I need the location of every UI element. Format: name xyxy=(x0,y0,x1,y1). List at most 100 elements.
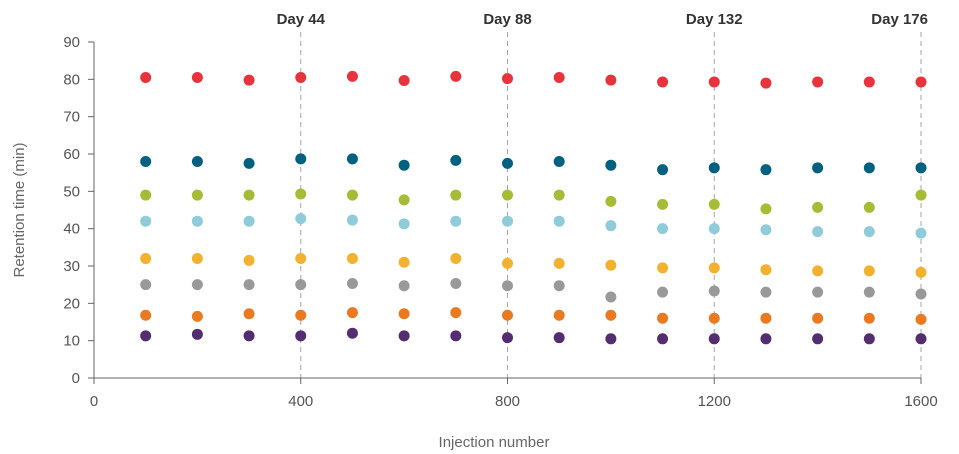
data-point-series-6 xyxy=(398,280,410,292)
y-tick-label: 60 xyxy=(63,146,80,163)
data-point-series-1 xyxy=(605,74,617,86)
data-point-series-8 xyxy=(295,330,307,342)
data-point-series-2 xyxy=(708,162,720,174)
data-point-series-4 xyxy=(812,226,824,238)
data-point-series-3 xyxy=(450,189,462,201)
data-point-series-4 xyxy=(346,214,358,226)
x-tick-label: 800 xyxy=(495,393,520,410)
data-point-series-5 xyxy=(812,265,824,277)
data-point-series-5 xyxy=(760,264,772,276)
data-point-series-3 xyxy=(191,189,203,201)
data-points-layer xyxy=(140,70,927,345)
data-point-series-8 xyxy=(243,330,255,342)
y-tick-label: 40 xyxy=(63,221,80,238)
y-tick-label: 80 xyxy=(63,71,80,88)
data-point-series-6 xyxy=(191,279,203,291)
data-point-series-6 xyxy=(295,279,307,291)
data-point-series-4 xyxy=(863,226,875,238)
data-point-series-6 xyxy=(708,285,720,297)
data-point-series-7 xyxy=(398,308,410,320)
data-point-series-1 xyxy=(450,70,462,82)
data-point-series-2 xyxy=(450,154,462,166)
data-point-series-4 xyxy=(915,227,927,239)
data-point-series-5 xyxy=(553,257,565,269)
x-tick-label: 1200 xyxy=(698,393,731,410)
data-point-series-5 xyxy=(346,253,358,265)
data-point-series-4 xyxy=(760,224,772,236)
data-point-series-6 xyxy=(760,286,772,298)
data-point-series-6 xyxy=(657,286,669,298)
data-point-series-7 xyxy=(915,313,927,325)
data-point-series-2 xyxy=(502,157,513,169)
data-point-series-5 xyxy=(398,256,410,268)
day-marker-label: Day 88 xyxy=(483,11,531,28)
data-point-series-7 xyxy=(502,309,513,321)
data-point-series-1 xyxy=(708,76,720,88)
data-point-series-3 xyxy=(605,195,617,207)
data-point-series-3 xyxy=(760,203,772,215)
data-point-series-6 xyxy=(346,278,358,290)
data-point-series-7 xyxy=(346,307,358,319)
data-point-series-1 xyxy=(346,70,358,82)
data-point-series-6 xyxy=(502,280,513,292)
data-point-series-6 xyxy=(915,288,927,300)
data-point-series-1 xyxy=(243,74,255,86)
x-axis-title: Injection number xyxy=(439,434,550,451)
data-point-series-8 xyxy=(553,332,565,344)
data-point-series-5 xyxy=(295,253,307,265)
data-point-series-1 xyxy=(502,73,513,85)
data-point-series-6 xyxy=(243,279,255,291)
data-point-series-7 xyxy=(657,312,669,324)
data-point-series-2 xyxy=(657,164,669,176)
day-marker-layer: Day 44 Day 88 Day 132 Day 176 xyxy=(277,11,928,378)
data-point-series-8 xyxy=(812,333,824,345)
data-point-series-2 xyxy=(346,153,358,165)
data-point-series-5 xyxy=(605,259,617,271)
data-point-series-3 xyxy=(553,189,565,201)
data-point-series-4 xyxy=(553,215,565,227)
data-point-series-6 xyxy=(812,286,824,298)
data-point-series-2 xyxy=(295,153,307,165)
data-point-series-4 xyxy=(502,215,513,227)
data-point-series-3 xyxy=(812,201,824,213)
data-point-series-7 xyxy=(191,310,203,322)
data-point-series-2 xyxy=(191,155,203,167)
data-point-series-2 xyxy=(760,164,772,176)
data-point-series-6 xyxy=(140,279,152,291)
data-point-series-5 xyxy=(502,257,513,269)
data-point-series-6 xyxy=(863,286,875,298)
data-point-series-4 xyxy=(295,213,307,225)
y-axis-title: Retention time (min) xyxy=(11,142,28,277)
data-point-series-4 xyxy=(243,215,255,227)
data-point-series-8 xyxy=(863,333,875,345)
data-point-series-8 xyxy=(398,330,410,342)
data-point-series-4 xyxy=(657,223,669,235)
data-point-series-7 xyxy=(760,312,772,324)
data-point-series-7 xyxy=(450,307,462,319)
data-point-series-4 xyxy=(140,215,152,227)
y-tick-label: 20 xyxy=(63,295,80,312)
data-point-series-5 xyxy=(243,254,255,266)
x-axis-ticks: 0 400 800 1200 1600 xyxy=(90,378,938,410)
data-point-series-8 xyxy=(140,330,152,342)
data-point-series-2 xyxy=(553,155,565,167)
data-point-series-8 xyxy=(657,333,669,345)
x-tick-label: 0 xyxy=(90,393,98,410)
y-tick-label: 90 xyxy=(63,34,80,51)
y-tick-label: 70 xyxy=(63,109,80,126)
y-tick-label: 10 xyxy=(63,333,80,350)
data-point-series-8 xyxy=(191,328,203,340)
data-point-series-1 xyxy=(398,74,410,86)
data-point-series-1 xyxy=(760,77,772,89)
data-point-series-3 xyxy=(398,194,410,206)
data-point-series-3 xyxy=(243,189,255,201)
data-point-series-4 xyxy=(398,218,410,230)
data-point-series-2 xyxy=(812,162,824,174)
data-point-series-3 xyxy=(502,189,513,201)
data-point-series-7 xyxy=(708,312,720,324)
data-point-series-1 xyxy=(295,71,307,83)
data-point-series-1 xyxy=(191,71,203,83)
data-point-series-2 xyxy=(398,159,410,171)
data-point-series-2 xyxy=(915,162,927,174)
